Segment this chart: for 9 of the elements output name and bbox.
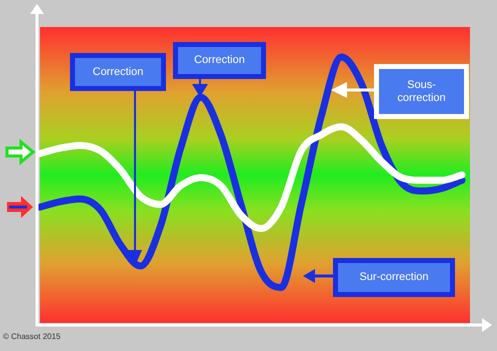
- annotation: Correction: [92, 66, 144, 78]
- callout-box: Sous-correction: [374, 64, 469, 119]
- annotation: Sous-correction: [396, 79, 447, 104]
- annotation: Correction: [194, 54, 245, 67]
- annotation: Sur-correction: [359, 271, 429, 284]
- callout-box: Correction: [173, 42, 266, 79]
- callout-box: Correction: [70, 53, 166, 91]
- callout-box: Sur-correction: [333, 258, 455, 297]
- text: © Chassot 2015: [3, 332, 60, 341]
